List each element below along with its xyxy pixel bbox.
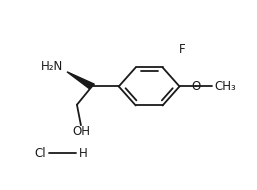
Polygon shape [67, 72, 94, 89]
Text: H: H [79, 146, 88, 160]
Text: H₂N: H₂N [41, 60, 63, 73]
Text: CH₃: CH₃ [214, 80, 236, 93]
Text: O: O [192, 80, 201, 93]
Text: F: F [179, 43, 186, 56]
Text: OH: OH [72, 125, 90, 138]
Text: Cl: Cl [34, 146, 46, 160]
